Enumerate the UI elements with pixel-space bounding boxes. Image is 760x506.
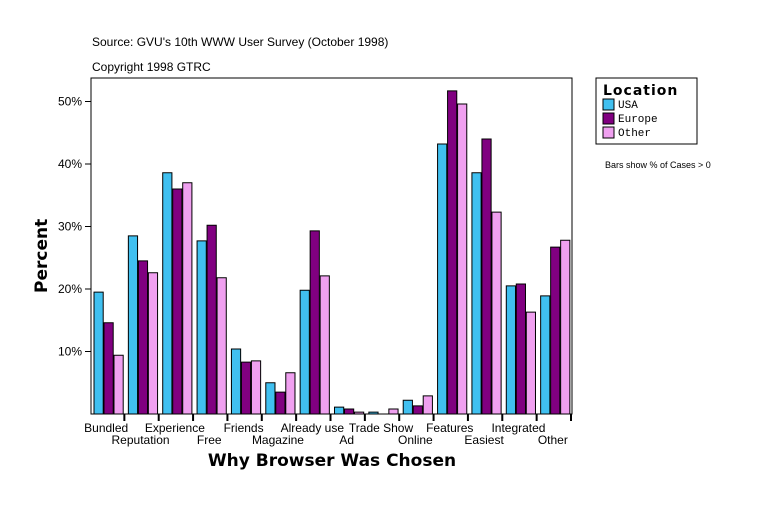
bar-europe-magazine [275, 391, 286, 415]
y-axis-label: Percent [32, 219, 52, 293]
bar-usa-magazine [265, 382, 276, 415]
bar-usa-online [402, 399, 413, 415]
x-tick-label: Features [426, 421, 473, 435]
copyright-text: Copyright 1998 GTRC [92, 60, 211, 74]
bar-europe-integrated [515, 283, 526, 415]
legend-label: USA [618, 100, 638, 112]
y-tick-label: 20% [58, 282, 82, 296]
bar-europe-easiest [481, 138, 492, 415]
x-tick-label: Ad [339, 433, 354, 447]
bar-usa-experience [162, 172, 173, 415]
y-tick-label: 50% [58, 95, 82, 109]
bar-usa-already-use [299, 289, 310, 415]
source-text: Source: GVU's 10th WWW User Survey (Octo… [92, 35, 388, 49]
x-axis: BundledReputationExperienceFreeFriendsMa… [84, 414, 572, 447]
bar-usa-free [196, 240, 207, 415]
x-tick-label: Magazine [252, 433, 304, 447]
legend-swatch-europe [602, 112, 615, 125]
bar-europe-experience [172, 188, 183, 415]
bar-usa-friends [230, 348, 242, 415]
bar-usa-integrated [505, 285, 516, 415]
bar-other-friends [250, 360, 262, 415]
bar-usa-features [437, 143, 448, 415]
bar-europe-friends [240, 361, 252, 415]
legend-swatch-usa [602, 98, 615, 111]
x-axis-label: Why Browser Was Chosen [208, 451, 456, 471]
bar-europe-ad [344, 408, 355, 415]
bar-usa-ad [334, 406, 345, 415]
bar-europe-features [447, 90, 458, 415]
bars [93, 90, 571, 415]
y-tick-label: 40% [58, 157, 82, 171]
bar-usa-bundled [93, 291, 104, 415]
y-axis: 10% 20% 30% 40% 50% [58, 95, 91, 359]
bar-other-already-use [319, 275, 330, 415]
x-tick-label: Bundled [84, 421, 128, 435]
bar-europe-bundled [103, 322, 114, 415]
bar-other-bundled [113, 354, 124, 415]
bar-other-experience [182, 182, 193, 415]
bar-other-features [457, 103, 468, 415]
x-tick-label: Already use [281, 421, 345, 435]
legend-label: Other [618, 128, 651, 140]
bar-europe-other [550, 246, 561, 415]
bar-other-online [422, 395, 433, 415]
bar-other-ad [354, 411, 365, 415]
bar-other-easiest [491, 211, 502, 415]
bar-other-other [560, 239, 571, 415]
x-tick-label: Integrated [491, 421, 545, 435]
bar-europe-already-use [309, 230, 320, 415]
bar-europe-online [412, 405, 423, 415]
bar-other-integrated [525, 311, 536, 415]
x-tick-label: Friends [224, 421, 264, 435]
bar-other-magazine [285, 372, 296, 415]
legend-label: Europe [618, 114, 658, 126]
note-text: Bars show % of Cases > 0 [605, 160, 711, 170]
bar-usa-easiest [471, 172, 482, 415]
legend-title: Location [603, 83, 678, 99]
x-tick-label: Online [398, 433, 433, 447]
x-tick-label: Trade Show [349, 421, 414, 435]
bar-other-trade-show [388, 408, 399, 415]
y-tick-label: 10% [58, 345, 82, 359]
bar-other-free [216, 277, 227, 415]
bar-usa-reputation [127, 235, 139, 415]
x-tick-label: Experience [145, 421, 205, 435]
x-tick-label: Easiest [464, 433, 504, 447]
bar-usa-other [540, 295, 551, 415]
bar-europe-reputation [137, 260, 149, 415]
x-tick-label: Free [197, 433, 222, 447]
bar-other-reputation [147, 272, 159, 415]
x-tick-label: Other [538, 433, 568, 447]
x-tick-label: Reputation [112, 433, 170, 447]
legend: Location USA Europe Other [595, 77, 698, 145]
legend-swatch-other [602, 126, 615, 139]
y-tick-label: 30% [58, 220, 82, 234]
bar-usa-trade-show [368, 411, 379, 415]
bar-europe-free [206, 224, 217, 415]
